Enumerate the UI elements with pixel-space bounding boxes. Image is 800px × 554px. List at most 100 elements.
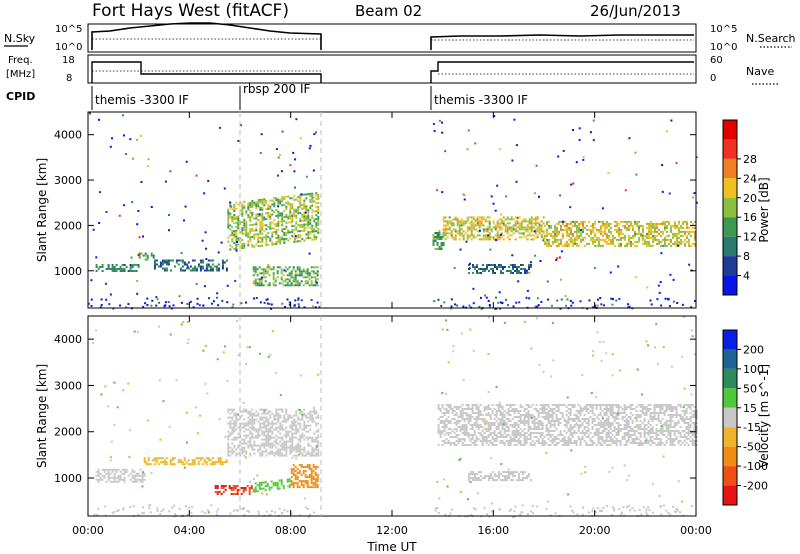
- heatmap-cell: [235, 229, 238, 232]
- heatmap-cell: [481, 430, 484, 432]
- heatmap-cell: [602, 224, 604, 227]
- heatmap-cell: [292, 484, 295, 487]
- heatmap-cell: [463, 434, 466, 436]
- heatmap-cell: [553, 408, 556, 410]
- heatmap-cell: [678, 226, 680, 229]
- heatmap-cell: [298, 274, 301, 277]
- heatmap-cell: [471, 408, 474, 410]
- heatmap-cell: [499, 420, 502, 422]
- heatmap-cell: [447, 442, 450, 444]
- heatmap-cell: [677, 432, 680, 434]
- heatmap-cell: [646, 236, 648, 239]
- heatmap-cell: [277, 414, 280, 417]
- heatmap-cell: [561, 412, 564, 414]
- heatmap-cell: [499, 148, 502, 151]
- heatmap-cell: [482, 230, 485, 233]
- heatmap-cell: [306, 268, 309, 271]
- heatmap-cell: [95, 474, 98, 477]
- heatmap-cell: [525, 442, 528, 444]
- heatmap-cell: [652, 226, 654, 229]
- heatmap-cell: [558, 232, 560, 235]
- heatmap-cell: [241, 221, 244, 224]
- heatmap-cell: [249, 212, 252, 215]
- heatmap-cell: [232, 487, 235, 489]
- heatmap-cell: [152, 256, 155, 259]
- heatmap-cell: [482, 270, 484, 272]
- heatmap-cell: [313, 410, 316, 413]
- heatmap-cell: [517, 280, 520, 283]
- heatmap-cell: [303, 211, 306, 214]
- heatmap-cell: [693, 426, 696, 428]
- heatmap-cell: [269, 239, 272, 242]
- heatmap-cell: [108, 303, 111, 306]
- heatmap-cell: [484, 475, 486, 478]
- heatmap-cell: [565, 426, 568, 428]
- heatmap-cell: [98, 222, 101, 224]
- heatmap-cell: [601, 424, 604, 426]
- heatmap-cell: [647, 430, 650, 432]
- heatmap-cell: [232, 303, 235, 306]
- heatmap-cell: [580, 238, 582, 241]
- heatmap-cell: [253, 428, 256, 431]
- heatmap-cell: [293, 198, 296, 201]
- heatmap-cell: [592, 119, 595, 122]
- heatmap-cell: [610, 297, 613, 300]
- heatmap-cell: [597, 422, 600, 424]
- heatmap-cell: [524, 230, 527, 233]
- heatmap-cell: [479, 418, 482, 420]
- heatmap-cell: [273, 201, 276, 204]
- heatmap-cell: [267, 213, 270, 216]
- heatmap-cell: [566, 240, 568, 243]
- heatmap-cell: [231, 448, 234, 451]
- heatmap-cell: [209, 269, 212, 272]
- heatmap-cell: [693, 430, 696, 432]
- heatmap-cell: [496, 222, 499, 225]
- heatmap-cell: [636, 244, 638, 247]
- heatmap-cell: [605, 408, 608, 410]
- heatmap-cell: [207, 265, 210, 268]
- heatmap-cell: [622, 224, 624, 227]
- heatmap-cell: [613, 430, 616, 432]
- heatmap-cell: [295, 214, 298, 217]
- heatmap-cell: [291, 235, 294, 238]
- heatmap-cell: [243, 226, 246, 229]
- heatmap-cell: [253, 223, 256, 226]
- heatmap-cell: [687, 422, 690, 424]
- heatmap-cell: [670, 244, 672, 247]
- heatmap-cell: [628, 238, 630, 241]
- heatmap-cell: [276, 266, 279, 269]
- heatmap-cell: [692, 226, 694, 229]
- heatmap-cell: [522, 220, 525, 223]
- heatmap-cell: [138, 256, 141, 259]
- heatmap-cell: [289, 215, 292, 218]
- heatmap-cell: [670, 228, 672, 231]
- heatmap-cell: [220, 241, 223, 244]
- heatmap-cell: [607, 410, 610, 412]
- heatmap-cell: [558, 222, 560, 225]
- heatmap-cell: [299, 226, 302, 229]
- heatmap-cell: [527, 412, 530, 414]
- heatmap-cell: [687, 424, 690, 426]
- heatmap-cell: [584, 244, 586, 247]
- heatmap-cell: [597, 434, 600, 436]
- heatmap-cell: [618, 228, 620, 231]
- heatmap-cell: [107, 474, 110, 477]
- heatmap-cell: [579, 426, 582, 428]
- heatmap-cell: [109, 476, 112, 479]
- heatmap-cell: [505, 422, 508, 424]
- heatmap-cell: [261, 216, 264, 219]
- heatmap-cell: [479, 440, 482, 442]
- heatmap-cell: [543, 404, 546, 406]
- heatmap-cell: [604, 228, 606, 231]
- heatmap-cell: [231, 438, 234, 441]
- heatmap-cell: [471, 410, 474, 412]
- heatmap-cell: [582, 222, 584, 225]
- heatmap-cell: [498, 291, 501, 294]
- heatmap-cell: [315, 422, 318, 425]
- heatmap-cell: [611, 442, 614, 444]
- heatmap-cell: [521, 406, 524, 408]
- heatmap-cell: [454, 238, 457, 241]
- heatmap-cell: [312, 272, 315, 275]
- heatmap-cell: [455, 422, 458, 424]
- heatmap-cell: [573, 426, 576, 428]
